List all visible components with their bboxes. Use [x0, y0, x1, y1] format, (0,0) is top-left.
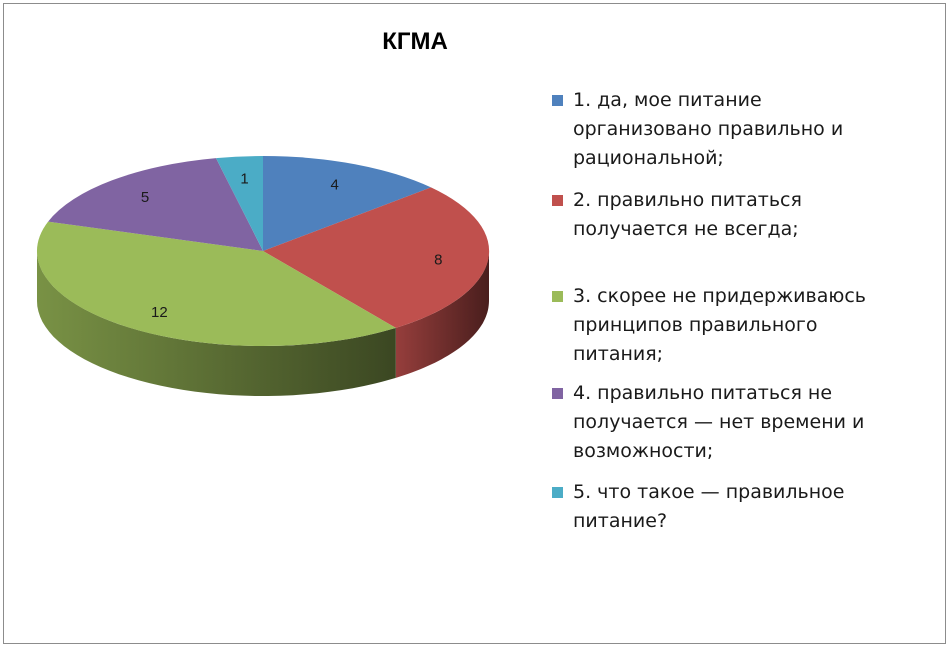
- pie-data-labels: 4 8 12 5 1: [141, 170, 443, 321]
- legend-swatch-3: [552, 291, 563, 302]
- legend-label-1: 1. да, мое питание организовано правильн…: [573, 89, 844, 169]
- data-label-1: 4: [331, 176, 339, 193]
- data-label-5: 1: [240, 170, 248, 187]
- legend-label-5: 5. что такое — правильное питание?: [573, 481, 845, 532]
- legend-swatch-5: [552, 487, 563, 498]
- pie-side-3: [37, 251, 396, 396]
- pie-slice-2: [263, 187, 490, 328]
- data-label-2: 8: [434, 252, 442, 269]
- legend-label-3: 3. скорее не придерживаюсь принципов пра…: [573, 285, 867, 365]
- legend-label-4: 4. правильно питаться не получается — не…: [573, 382, 865, 462]
- pie-sides: [37, 251, 489, 396]
- legend-swatch-1: [552, 95, 563, 106]
- pie-side-2: [395, 251, 489, 378]
- pie-slice-1: [263, 155, 431, 251]
- legend-swatch-4: [552, 388, 563, 399]
- pie-slices: [36, 155, 490, 347]
- legend-swatch-2: [552, 195, 563, 206]
- data-label-4: 5: [141, 189, 149, 206]
- pie-slice-3: [36, 221, 396, 347]
- legend-label-2: 2. правильно питаться получается не всег…: [573, 189, 802, 240]
- data-label-3: 12: [151, 304, 168, 321]
- pie-slice-5: [216, 156, 263, 251]
- pie-slice-4: [48, 158, 263, 251]
- chart-title: КГМА: [382, 28, 448, 55]
